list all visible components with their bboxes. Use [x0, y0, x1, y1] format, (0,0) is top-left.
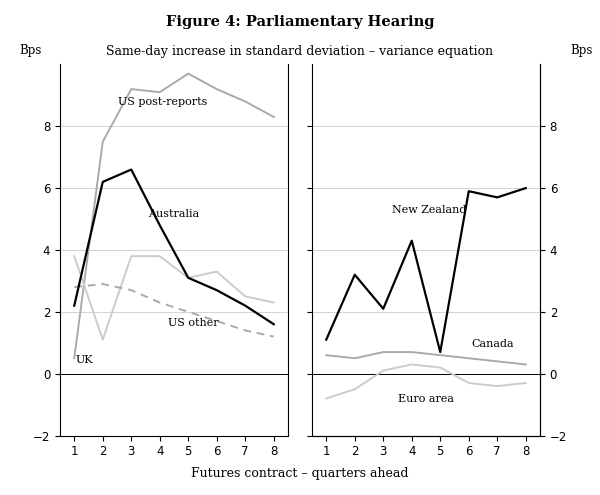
Text: Same-day increase in standard deviation – variance equation: Same-day increase in standard deviation …: [106, 45, 494, 57]
Text: Australia: Australia: [148, 209, 200, 219]
Text: Figure 4: Parliamentary Hearing: Figure 4: Parliamentary Hearing: [166, 15, 434, 29]
Text: Euro area: Euro area: [398, 394, 454, 403]
Y-axis label: Bps: Bps: [570, 44, 592, 57]
Text: UK: UK: [76, 355, 94, 365]
Text: Bps: Bps: [19, 44, 41, 57]
Text: US other: US other: [168, 318, 219, 328]
Text: Canada: Canada: [472, 340, 514, 349]
Text: US post-reports: US post-reports: [118, 97, 208, 106]
Text: Futures contract – quarters ahead: Futures contract – quarters ahead: [191, 467, 409, 480]
Text: New Zealand: New Zealand: [392, 205, 466, 215]
